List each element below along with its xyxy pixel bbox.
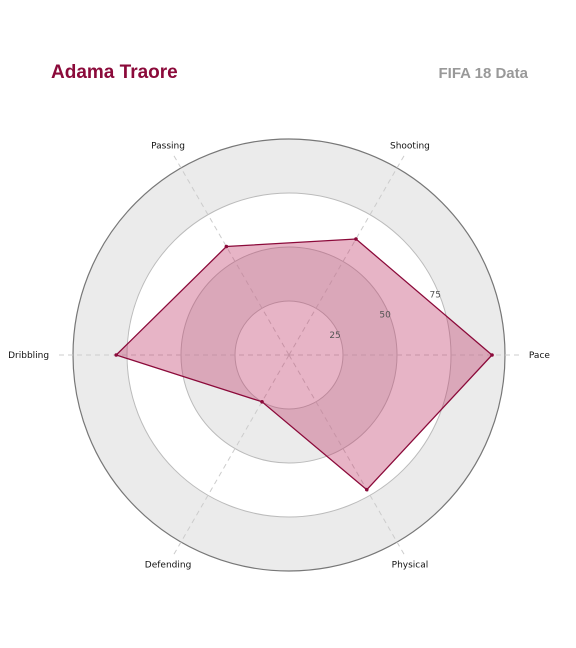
radar-point-shooting	[354, 237, 358, 241]
axis-label-defending: Defending	[145, 561, 192, 571]
radar-point-passing	[224, 244, 229, 249]
tick-label-50: 50	[379, 311, 391, 321]
axis-label-dribbling: Dribbling	[8, 351, 49, 361]
radar-point-pace	[490, 353, 494, 357]
tick-label-75: 75	[429, 290, 440, 300]
tick-label-25: 25	[329, 331, 340, 341]
radar-point-defending	[260, 399, 264, 404]
axis-label-pace: Pace	[529, 351, 550, 361]
chart-subtitle: FIFA 18 Data	[438, 65, 528, 82]
axis-label-shooting: Shooting	[390, 141, 430, 151]
radar-point-dribbling	[114, 353, 118, 357]
radar-spoke-defending	[171, 354, 290, 558]
axis-label-physical: Physical	[392, 561, 429, 571]
radar-spokes	[55, 152, 523, 558]
radar-spoke-physical	[288, 354, 407, 558]
radar-tick-labels: 25 50 75	[329, 290, 441, 340]
radar-series	[114, 237, 494, 492]
radar-spoke-shooting	[288, 152, 407, 356]
radar-point-physical	[364, 487, 369, 492]
axis-label-passing: Passing	[151, 141, 185, 151]
radar-spoke-passing	[171, 152, 290, 356]
radar-axis-labels: Pace Shooting Passing Dribbling Defending Phy…	[8, 141, 550, 570]
chart-title: Adama Traore	[51, 62, 178, 83]
